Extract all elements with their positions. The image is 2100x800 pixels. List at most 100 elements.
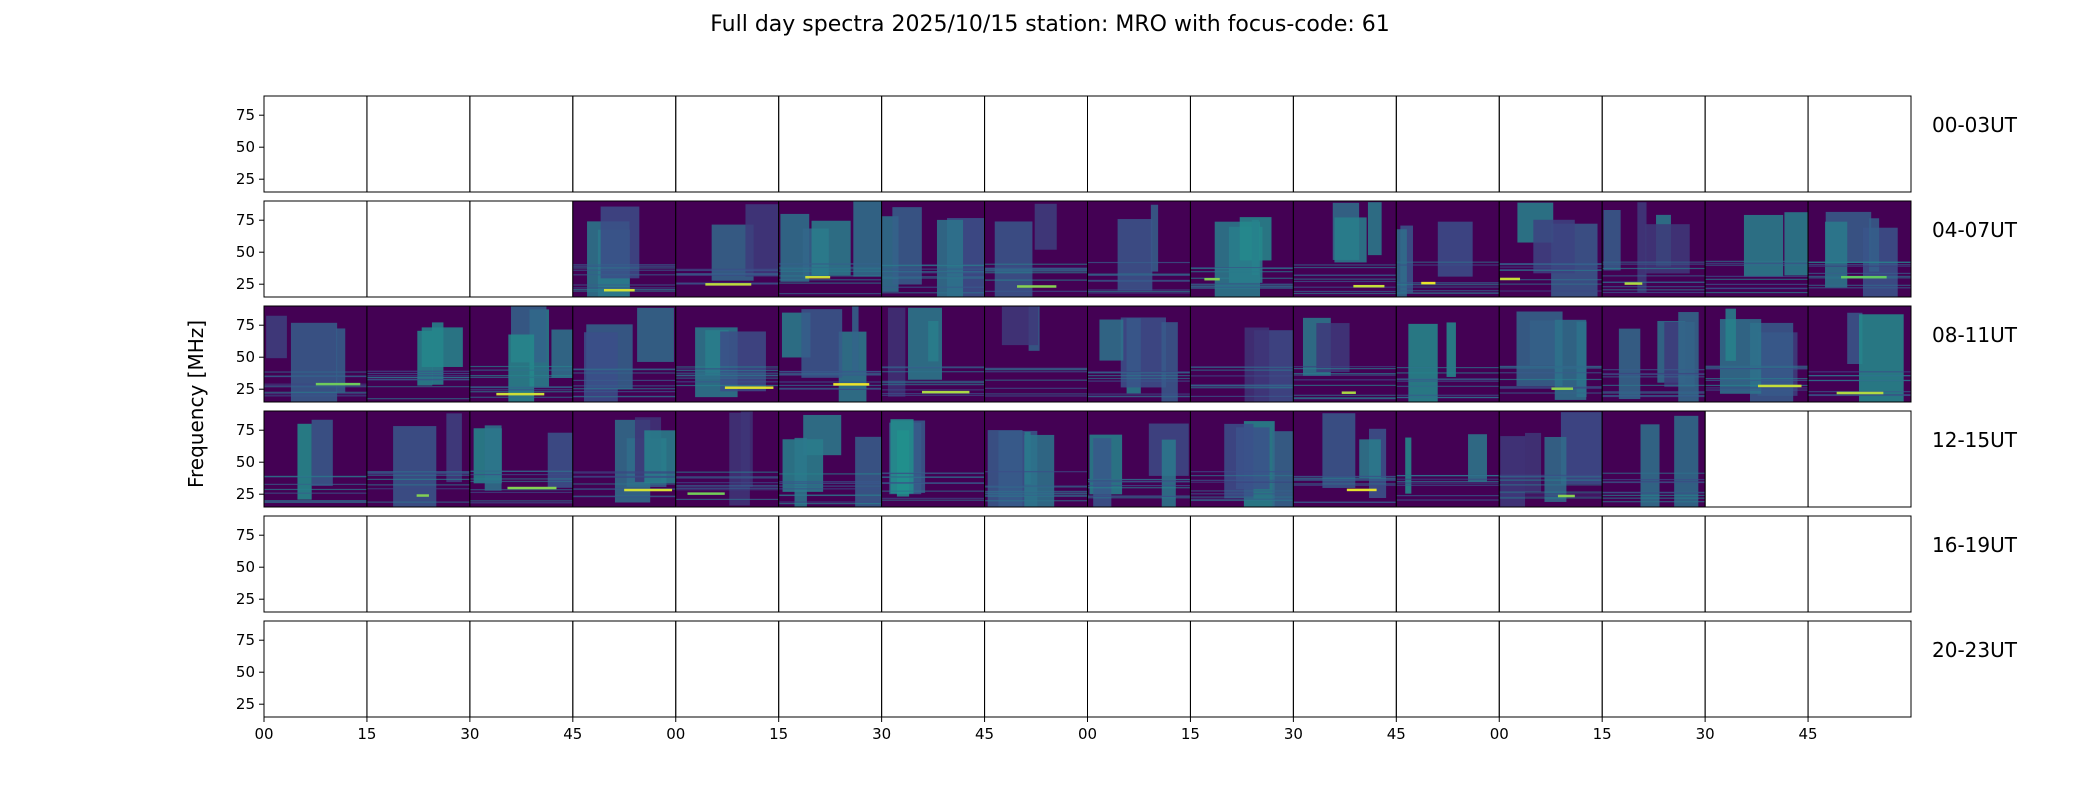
y-tick-label: 25 xyxy=(236,485,255,503)
row-time-label: 04-07UT xyxy=(1932,218,2018,242)
spectrum-panel xyxy=(778,411,882,507)
panel-frame xyxy=(1807,200,1912,298)
panel-frame xyxy=(984,515,1088,613)
panel-frame xyxy=(1087,515,1191,613)
x-tick-label: 00 xyxy=(1490,725,1509,743)
panel-row: 25 50 75 08-11UT xyxy=(236,305,2018,403)
panel-frame xyxy=(1601,95,1706,193)
panel-row: 25 50 75 00-03UT xyxy=(236,95,2018,193)
x-tick-label: 00 xyxy=(254,725,273,743)
spectrum-panel xyxy=(572,411,676,507)
panel-frame xyxy=(1807,95,1912,193)
y-tick-label: 50 xyxy=(236,453,255,471)
spectrum-panel xyxy=(366,306,470,402)
y-tick-label: 25 xyxy=(236,590,255,608)
spectrum-panel xyxy=(1602,411,1706,507)
panel-frame xyxy=(366,515,471,613)
spectrum-panel xyxy=(1087,201,1191,297)
panel-frame xyxy=(572,515,677,613)
panel-frame xyxy=(881,515,986,613)
y-tick-label: 50 xyxy=(236,138,255,156)
spectrum-panel xyxy=(572,201,676,297)
y-tick-label: 50 xyxy=(236,243,255,261)
panel-frame xyxy=(1087,95,1191,193)
spectrum-panel xyxy=(572,306,676,402)
panel-frame xyxy=(984,620,1088,718)
panel-frame xyxy=(1395,620,1500,718)
spectrum-panel xyxy=(264,411,367,507)
panel-frame xyxy=(778,515,883,613)
panel-frame xyxy=(469,200,574,298)
spectrum-panel xyxy=(1087,411,1191,507)
panel-frame xyxy=(263,515,368,613)
spectrum-panel xyxy=(778,201,882,297)
panel-frame xyxy=(469,515,574,613)
y-tick-label: 50 xyxy=(236,663,255,681)
y-tick-label: 75 xyxy=(236,106,255,124)
spectrum-panel xyxy=(469,306,573,402)
panel-frame xyxy=(1807,620,1912,718)
y-tick-label: 25 xyxy=(236,275,255,293)
x-tick-label: 30 xyxy=(1284,725,1303,743)
y-tick-label: 75 xyxy=(236,316,255,334)
spectrum-panel xyxy=(1705,201,1809,297)
panel-frame xyxy=(366,95,471,193)
panel-frame xyxy=(1292,95,1397,193)
row-time-label: 20-23UT xyxy=(1932,638,2018,662)
y-tick-label: 25 xyxy=(236,170,255,188)
spectrum-panel xyxy=(1602,201,1706,297)
spectrum-panel xyxy=(1087,306,1191,402)
x-tick-label: 15 xyxy=(769,725,788,743)
spectrum-panel xyxy=(1499,411,1603,507)
spectrum-panel xyxy=(469,411,573,507)
spectrum-panel xyxy=(1499,306,1603,402)
panel-frame xyxy=(1807,515,1912,613)
y-tick-label: 75 xyxy=(236,211,255,229)
panel-frame xyxy=(675,95,780,193)
panel-frame xyxy=(469,95,574,193)
spectrum-panel xyxy=(1293,411,1397,507)
spectrum-panel xyxy=(1190,411,1294,507)
x-tick-label: 30 xyxy=(872,725,891,743)
spectrum-panel xyxy=(1396,411,1500,507)
panel-frame xyxy=(1189,95,1294,193)
spectrum-panel xyxy=(881,411,985,507)
x-tick-label: 45 xyxy=(563,725,582,743)
panel-frame xyxy=(1292,515,1397,613)
x-tick-label: 15 xyxy=(1593,725,1612,743)
panel-frame xyxy=(778,95,883,193)
panel-row: 25 50 75 20-23UT xyxy=(236,620,2018,718)
spectrum-panel xyxy=(675,411,779,507)
x-tick-label: 45 xyxy=(1799,725,1818,743)
spectrum-panel xyxy=(366,411,470,507)
spectrum-panel xyxy=(1190,201,1294,297)
panel-frame xyxy=(1704,95,1809,193)
spectrum-panel xyxy=(1396,201,1500,297)
spectrum-panel xyxy=(881,306,985,402)
spectrum-panel xyxy=(1190,306,1294,402)
row-time-label: 00-03UT xyxy=(1932,113,2018,137)
spectrum-panel xyxy=(264,306,367,402)
panel-frame xyxy=(1498,515,1603,613)
panel-frame xyxy=(1807,410,1912,508)
x-tick-label: 45 xyxy=(975,725,994,743)
spectrum-panel xyxy=(1396,306,1500,402)
panel-frame xyxy=(1087,620,1191,718)
spectrum-panel xyxy=(881,201,985,297)
panel-frame xyxy=(1395,95,1500,193)
spectrum-panel xyxy=(675,201,779,297)
x-tick-label: 15 xyxy=(1181,725,1200,743)
panel-frame xyxy=(1189,620,1294,718)
spectrum-panel xyxy=(1602,306,1706,402)
panel-row: 25 50 75 16-19UT xyxy=(236,515,2018,613)
panel-frame xyxy=(263,95,368,193)
panel-frame xyxy=(1601,620,1706,718)
panel-frame xyxy=(881,95,986,193)
panel-frame xyxy=(984,95,1088,193)
spectrum-panel xyxy=(675,306,779,402)
spectrum-panel xyxy=(984,411,1088,507)
x-tick-label: 00 xyxy=(1078,725,1097,743)
y-tick-label: 75 xyxy=(236,526,255,544)
panel-frame xyxy=(1498,620,1603,718)
